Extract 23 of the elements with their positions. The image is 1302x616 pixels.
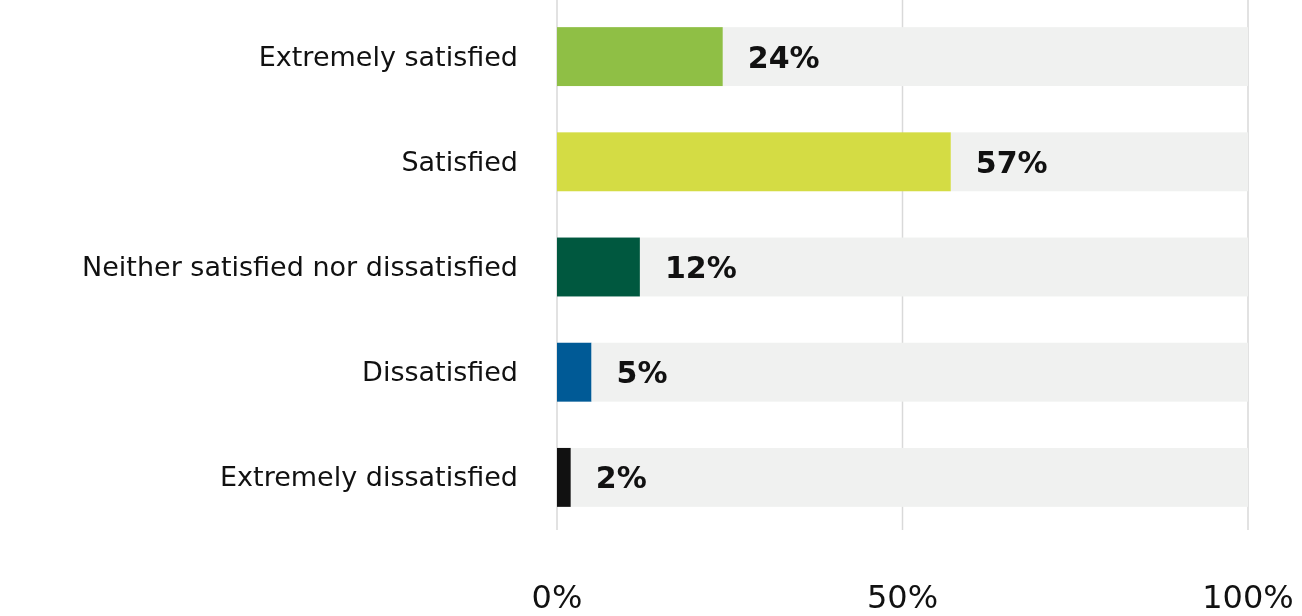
bar	[557, 27, 723, 87]
bar	[557, 342, 592, 402]
bar	[557, 237, 640, 297]
data-label: 5%	[616, 355, 668, 391]
bar	[557, 447, 571, 507]
x-tick-label: 50%	[866, 578, 939, 616]
data-label: 24%	[747, 39, 820, 75]
bar	[570, 447, 1248, 507]
y-tick-label: Neither satisfied nor dissatisfied	[82, 251, 518, 282]
data-label: 2%	[595, 460, 647, 496]
x-tick-label: 0%	[531, 578, 583, 616]
y-tick-label: Dissatisfied	[362, 356, 518, 388]
x-tick-label: 100%	[1202, 578, 1294, 616]
data-label: 12%	[664, 250, 737, 285]
y-tick-label: Extremely dissatisfied	[220, 461, 518, 493]
bar	[557, 132, 951, 192]
y-tick-label: Extremely satisfied	[258, 40, 518, 72]
bar	[950, 132, 1248, 192]
y-tick-label: Satisfied	[401, 145, 518, 177]
bar	[591, 342, 1248, 402]
bar	[722, 27, 1248, 87]
bar	[639, 237, 1248, 297]
data-label: 57%	[975, 144, 1048, 180]
